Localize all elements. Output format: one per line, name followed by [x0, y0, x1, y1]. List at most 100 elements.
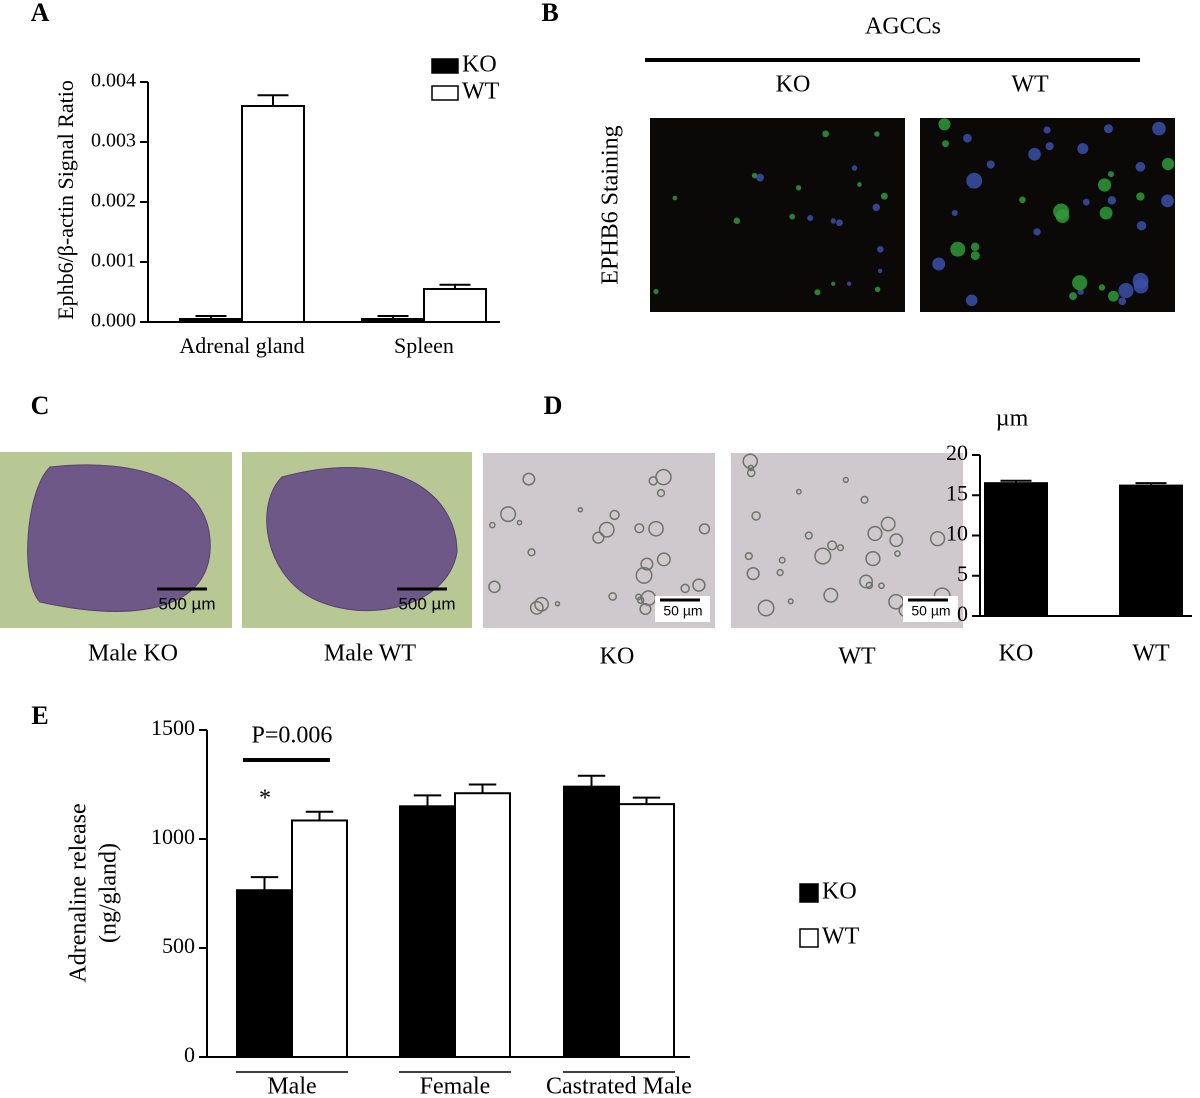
cell	[842, 476, 849, 484]
panel-label: B	[541, 0, 558, 27]
cell	[787, 598, 794, 605]
cell	[880, 516, 896, 532]
cell	[1118, 297, 1127, 306]
cell	[1069, 292, 1077, 301]
x-tick-label: Spleen	[394, 333, 454, 358]
cell	[648, 476, 658, 486]
cell	[635, 566, 653, 584]
y-tick-label: 0.000	[91, 310, 136, 332]
legend-label: KO	[462, 52, 497, 78]
cell	[965, 294, 978, 307]
cell	[814, 289, 821, 296]
y-tick-label: 20	[946, 440, 968, 465]
cell	[877, 246, 884, 253]
cell	[639, 602, 652, 616]
cell	[938, 118, 951, 131]
cell	[1098, 284, 1106, 291]
x-tick-label: KO	[999, 641, 1034, 667]
cell	[874, 131, 880, 137]
cell	[672, 195, 678, 201]
cell	[746, 468, 756, 478]
y-axis-label: (ng/gland)	[96, 843, 122, 943]
cell	[527, 548, 536, 557]
cell	[872, 203, 881, 212]
cell	[500, 506, 517, 523]
cell	[865, 581, 874, 590]
scale-bar-label: 50 µm	[663, 603, 702, 619]
cell	[950, 241, 966, 257]
cell	[807, 214, 814, 221]
cell	[970, 251, 980, 261]
cell	[877, 268, 883, 274]
tissue	[27, 464, 211, 612]
cell	[577, 506, 584, 513]
micrograph	[650, 118, 905, 312]
cell	[756, 173, 764, 182]
y-tick-label: 15	[946, 480, 968, 505]
y-tick-label: 1500	[151, 715, 195, 740]
bar	[236, 889, 293, 1058]
cell	[1136, 220, 1147, 231]
scale-bar-label: 500 µm	[398, 594, 455, 613]
y-tick-label: 0.001	[91, 250, 136, 272]
cell	[609, 509, 620, 521]
cell	[942, 140, 949, 148]
panel-label: A	[31, 0, 50, 27]
cell	[963, 133, 972, 143]
y-axis-label: µm	[996, 406, 1029, 432]
cell	[827, 540, 838, 551]
cell	[1033, 228, 1041, 236]
cell	[851, 165, 858, 171]
cell	[789, 213, 796, 220]
cell	[742, 453, 759, 470]
cell	[1108, 290, 1119, 302]
cell	[795, 185, 802, 191]
column-label: KO	[776, 72, 811, 98]
cell	[986, 160, 995, 169]
bar	[563, 785, 620, 1058]
row-label: EPHB6 Staining	[598, 125, 624, 284]
y-axis-label: Ephb6/β-actin Signal Ratio	[53, 80, 78, 320]
cell	[874, 286, 881, 293]
y-tick-label: 0.003	[91, 130, 136, 152]
cell	[554, 600, 561, 607]
y-tick-label: 1000	[151, 824, 195, 849]
legend-label: KO	[822, 879, 857, 905]
y-tick-label: 0.002	[91, 190, 136, 212]
bar	[454, 792, 511, 1058]
cell	[776, 568, 784, 577]
cell	[636, 596, 645, 604]
legend-label: WT	[462, 79, 500, 105]
cell	[656, 552, 671, 567]
cell	[778, 556, 786, 564]
tissue	[266, 467, 458, 612]
cell	[795, 488, 802, 495]
cell	[1072, 275, 1088, 291]
cell	[692, 578, 706, 592]
cell	[889, 533, 904, 548]
cell	[1135, 161, 1146, 172]
cell	[1053, 203, 1070, 220]
bar	[241, 105, 305, 323]
column-label: WT	[1011, 72, 1049, 98]
cell	[857, 182, 862, 187]
cell	[1161, 157, 1175, 171]
cell	[865, 550, 881, 567]
cell	[836, 544, 845, 552]
cell	[846, 281, 852, 286]
header: AGCCs	[865, 14, 941, 40]
cell	[860, 495, 869, 504]
legend-swatch	[431, 85, 459, 101]
scale-bar-label: 50 µm	[911, 603, 950, 619]
bar	[1119, 484, 1183, 617]
cell	[698, 523, 711, 535]
cell	[894, 550, 901, 557]
cell	[608, 592, 618, 601]
cell	[522, 472, 536, 486]
bar	[291, 819, 348, 1058]
cell	[867, 525, 883, 542]
cell	[836, 219, 843, 227]
cell	[1082, 198, 1090, 206]
cell	[751, 172, 758, 179]
